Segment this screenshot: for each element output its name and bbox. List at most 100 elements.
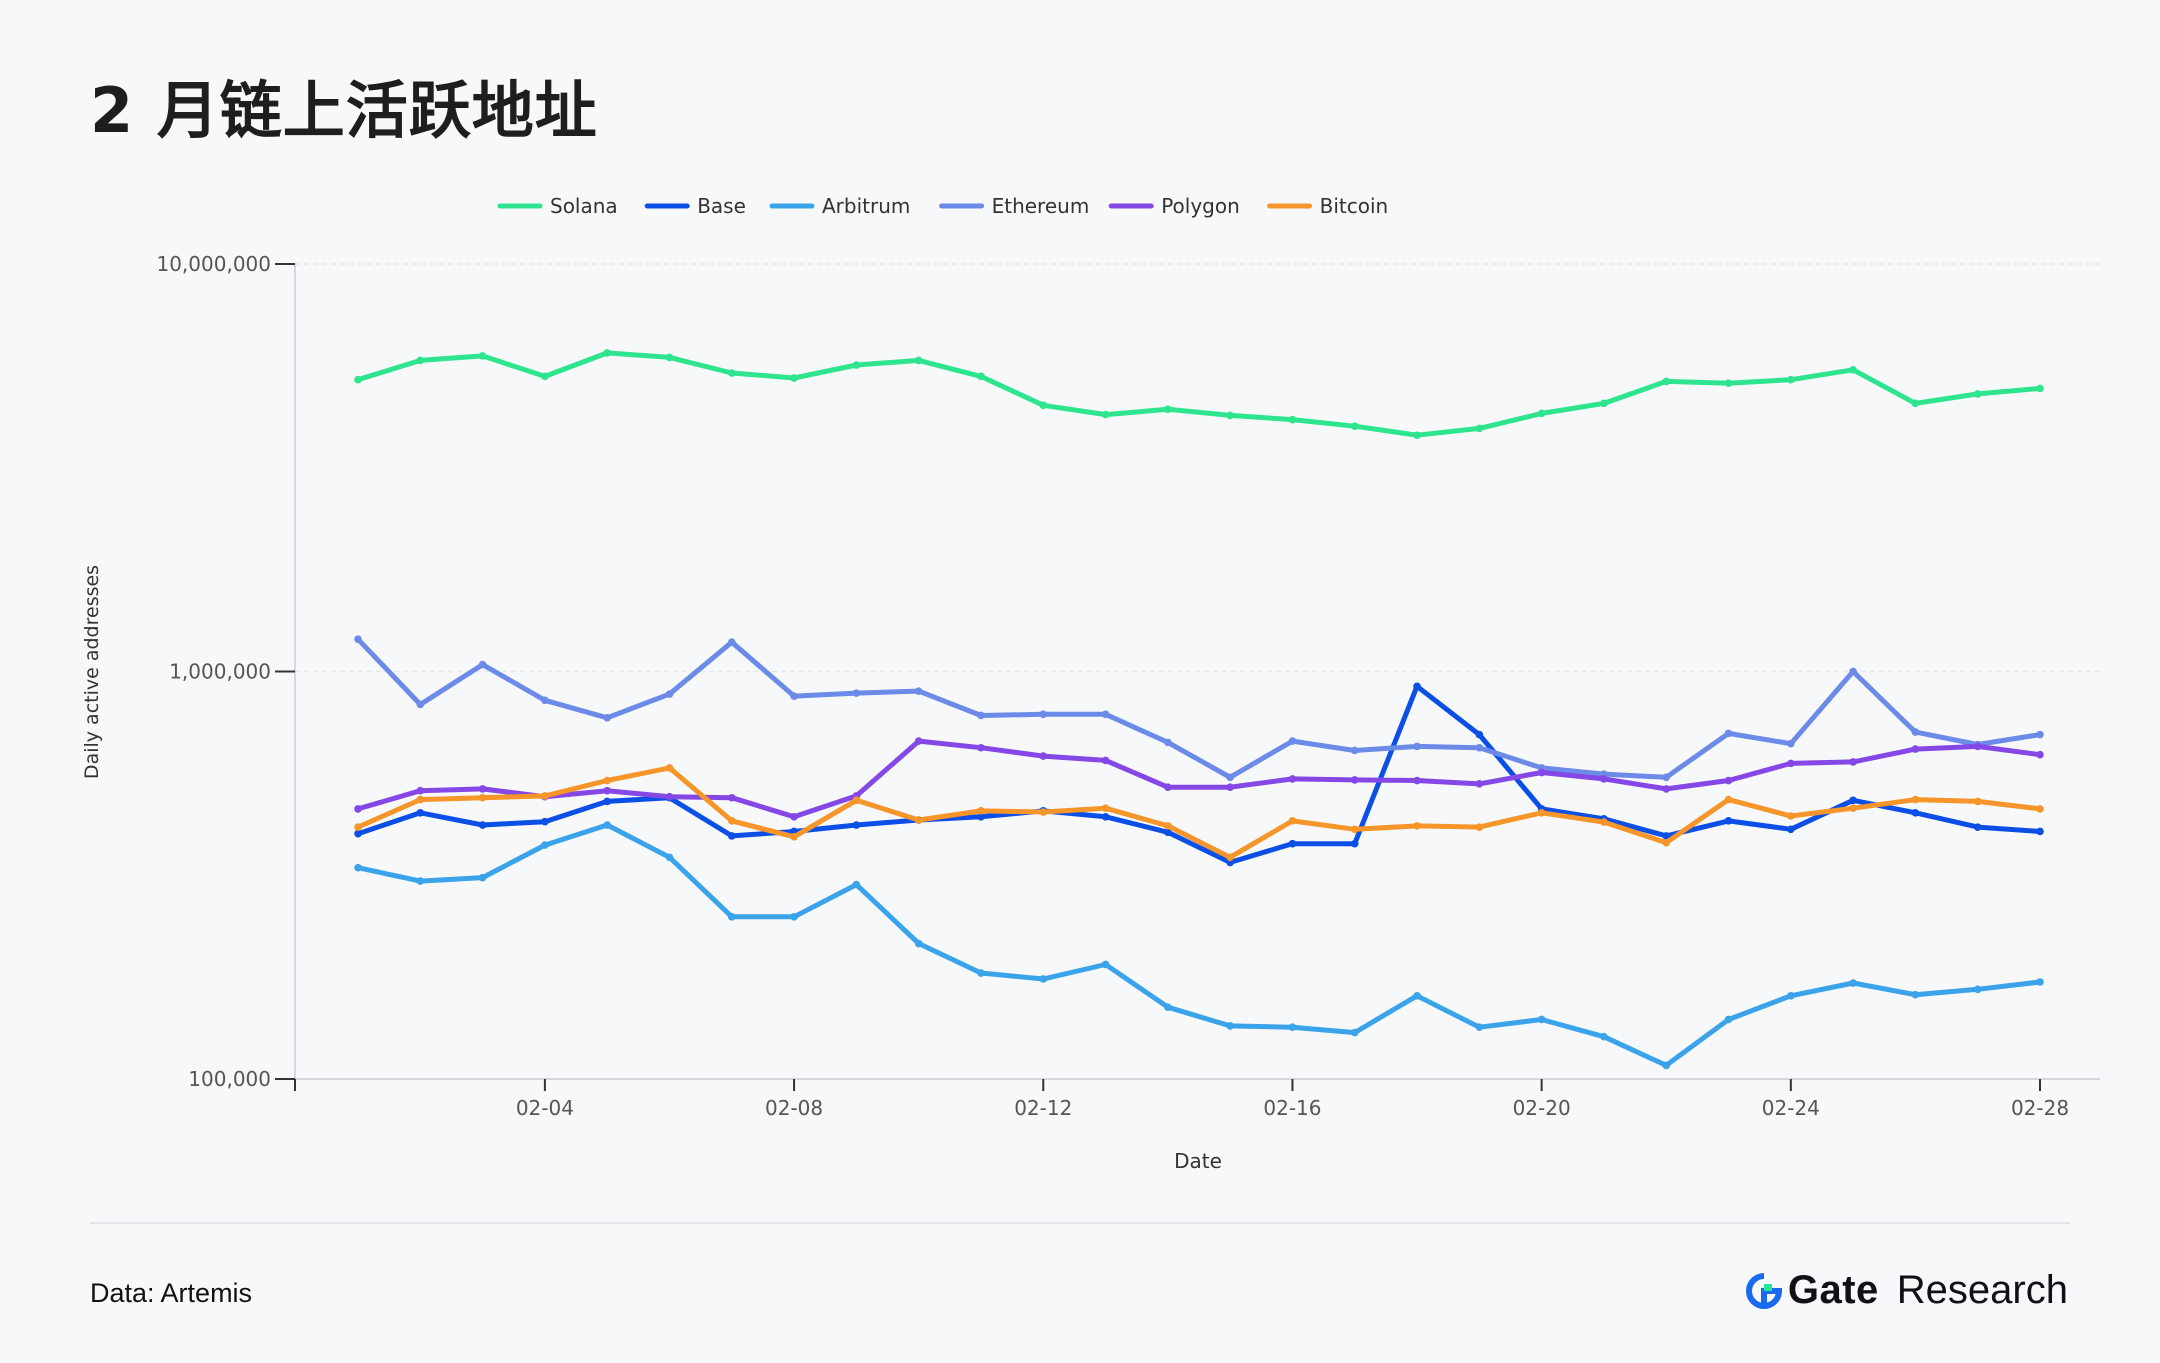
data-point <box>1662 1061 1671 1070</box>
data-point <box>354 863 362 872</box>
data-point <box>603 776 611 785</box>
data-point <box>1973 390 1982 398</box>
data-point <box>603 821 611 829</box>
data-point <box>1101 710 1110 719</box>
data-point <box>914 737 923 745</box>
data-point <box>478 793 487 802</box>
data-point <box>1101 812 1110 821</box>
data-point <box>1475 780 1484 788</box>
data-point <box>1101 804 1110 812</box>
data-point <box>416 795 425 804</box>
y-tick-label: 10,000,000 <box>156 252 271 276</box>
data-point <box>1413 822 1421 830</box>
data-point <box>727 817 736 825</box>
data-point <box>1164 738 1172 747</box>
data-point <box>665 690 674 698</box>
data-point <box>1724 795 1733 804</box>
y-axis-label: Daily active addresses <box>81 565 103 779</box>
data-point <box>852 796 861 805</box>
data-point <box>1724 379 1733 387</box>
x-tick-label: 02-16 <box>1263 1096 1321 1120</box>
data-point <box>541 792 549 800</box>
data-point <box>1350 825 1359 834</box>
data-point <box>478 785 487 793</box>
data-point <box>1288 817 1297 825</box>
data-point <box>977 807 985 815</box>
data-point <box>1475 743 1484 752</box>
data-point <box>478 352 487 360</box>
data-point <box>1787 825 1795 834</box>
data-point <box>1911 745 1920 753</box>
data-point <box>541 817 549 826</box>
data-point <box>727 793 736 802</box>
legend: Solana Base Arbitrum Ethereum Polygon Bitcoin <box>497 194 1388 218</box>
data-point <box>1600 399 1608 408</box>
data-point <box>416 786 425 795</box>
data-point <box>1288 775 1297 783</box>
data-point <box>1662 377 1671 386</box>
data-point <box>1350 746 1359 755</box>
data-point <box>977 711 985 720</box>
data-point <box>914 816 923 824</box>
data-point <box>541 372 549 381</box>
x-tick-label: 02-12 <box>1014 1096 1072 1120</box>
data-point <box>1226 783 1234 792</box>
data-point <box>1600 1032 1608 1041</box>
data-point <box>1039 401 1048 410</box>
series-arbitrum <box>354 821 2044 1070</box>
series-polygon <box>354 737 2044 821</box>
axes: 100,000 1,000,000 10,000,000 02-04 02-08 02-1… <box>156 252 2100 1120</box>
data-point <box>727 832 736 840</box>
data-point <box>1662 832 1671 840</box>
data-point <box>790 692 798 700</box>
data-point <box>1849 667 1857 676</box>
data-point <box>1226 773 1234 782</box>
data-point <box>1350 422 1359 430</box>
legend-item-base: Base <box>644 194 746 218</box>
series-solana <box>354 349 2044 440</box>
data-point <box>1164 822 1172 830</box>
data-point <box>1039 710 1048 719</box>
data-point <box>1787 739 1795 748</box>
data-point <box>977 969 985 977</box>
legend-item-polygon: Polygon <box>1108 194 1240 218</box>
data-point <box>1413 742 1421 751</box>
series-line <box>355 683 2043 865</box>
data-point <box>1662 838 1671 847</box>
data-point <box>852 689 861 697</box>
legend-item-ethereum: Ethereum <box>939 194 1090 218</box>
brand-name: Gate <box>1787 1268 1879 1312</box>
data-point <box>1537 768 1546 777</box>
series-line <box>355 822 2043 1068</box>
data-point <box>727 913 736 921</box>
data-point <box>2036 750 2044 759</box>
data-point <box>1226 411 1234 420</box>
data-point <box>1849 804 1857 812</box>
data-point <box>478 660 487 669</box>
data-point <box>790 913 798 921</box>
data-point <box>416 877 425 885</box>
data-point <box>1787 375 1795 384</box>
series-line <box>355 350 2043 438</box>
data-point <box>478 821 487 829</box>
series-bitcoin <box>354 764 2044 862</box>
data-point <box>1350 776 1359 784</box>
data-point <box>416 809 425 817</box>
data-point <box>1039 975 1048 983</box>
data-point <box>1787 812 1795 820</box>
data-point <box>2036 978 2044 986</box>
legend-item-arbitrum: Arbitrum <box>769 194 910 218</box>
data-point <box>1413 431 1421 440</box>
data-point <box>1724 729 1733 738</box>
data-point <box>541 696 549 705</box>
series-layer <box>354 349 2044 1070</box>
data-point <box>1911 728 1920 736</box>
data-point <box>354 823 362 831</box>
data-point <box>1164 405 1172 414</box>
legend-label: Solana <box>550 194 618 218</box>
data-point <box>603 349 611 357</box>
legend-item-solana: Solana <box>497 194 618 218</box>
data-point <box>1849 758 1857 766</box>
legend-label: Ethereum <box>992 194 1090 218</box>
data-point <box>1164 783 1172 792</box>
